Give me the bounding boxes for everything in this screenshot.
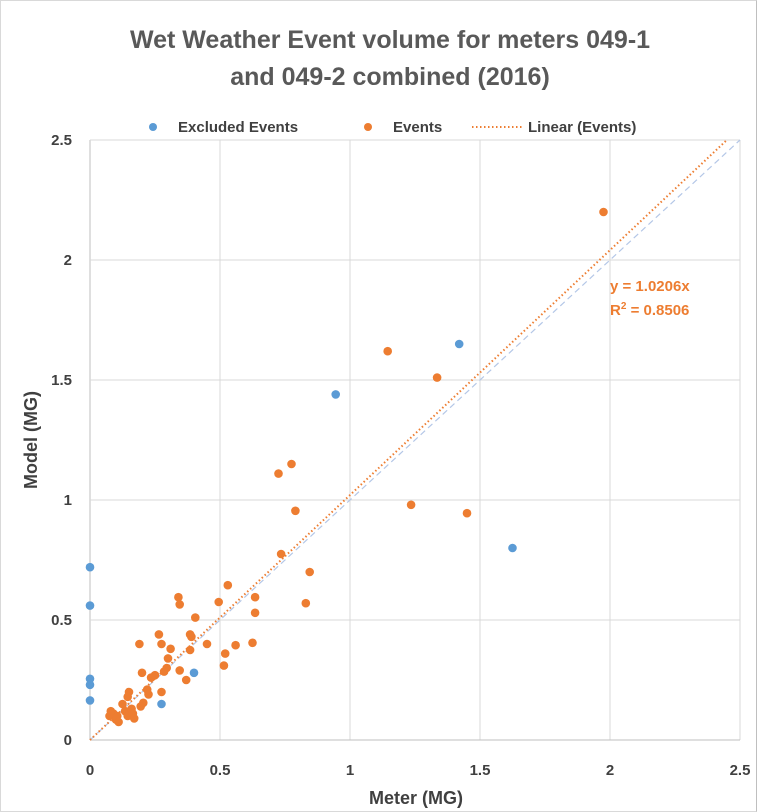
- event-point: [287, 459, 296, 469]
- x-tick-label: 1.5: [470, 762, 491, 779]
- event-point: [129, 714, 139, 723]
- gridlines: [89, 139, 741, 741]
- trendline-group: [89, 139, 728, 741]
- reference-line-group: [89, 139, 741, 741]
- event-point: [137, 668, 147, 678]
- event-point: [462, 508, 472, 518]
- event-point: [157, 687, 166, 697]
- event-point: [223, 580, 233, 590]
- chart-title-line-1: Wet Weather Event volume for meters 049-…: [130, 26, 650, 54]
- excluded-event-point: [85, 674, 95, 684]
- y-tick-label: 2: [64, 252, 72, 269]
- event-point: [187, 632, 196, 642]
- event-point: [135, 639, 144, 649]
- event-point: [276, 549, 286, 559]
- y-tick-label: 2.5: [51, 132, 72, 149]
- r2-value: = 0.8506: [626, 302, 689, 319]
- excluded-event-point: [85, 680, 95, 690]
- event-point: [231, 640, 240, 650]
- event-point: [157, 639, 166, 649]
- event-point: [106, 706, 116, 716]
- event-point: [154, 630, 164, 639]
- event-point: [250, 608, 260, 618]
- event-point: [214, 597, 223, 607]
- x-tick-label: 2: [606, 762, 614, 779]
- x-tick-label: 2.5: [730, 762, 751, 779]
- chart-title-line-2: and 049-2 combined (2016): [230, 63, 550, 91]
- x-tick-label: 0.5: [210, 762, 231, 779]
- event-point: [136, 702, 145, 711]
- event-point: [175, 666, 184, 675]
- data-points: [85, 207, 608, 727]
- legend-label-linear-events: Linear (Events): [528, 119, 636, 136]
- event-point: [144, 690, 153, 699]
- trendline-equation: y = 1.0206x: [610, 278, 690, 295]
- event-point: [174, 592, 183, 602]
- legend-label-excluded-events: Excluded Events: [178, 119, 298, 136]
- legend-marker-events: [364, 123, 372, 131]
- event-point: [166, 644, 175, 654]
- excluded-event-point: [189, 668, 199, 678]
- event-point: [181, 675, 191, 685]
- event-point: [406, 500, 416, 510]
- excluded-event-point: [85, 562, 95, 572]
- event-point: [159, 667, 169, 676]
- event-point: [118, 699, 127, 709]
- trendline-linear-events: [89, 139, 728, 741]
- x-tick-label: 0: [86, 762, 94, 779]
- event-point: [291, 506, 300, 516]
- event-point: [202, 639, 212, 649]
- event-point: [305, 567, 315, 577]
- y-axis-title: Model (MG): [21, 391, 41, 489]
- event-point: [114, 717, 123, 727]
- event-point: [250, 592, 260, 602]
- x-tick-label: 1: [346, 762, 354, 779]
- legend-marker-excluded-events: [149, 123, 157, 131]
- event-point: [220, 649, 230, 658]
- excluded-event-point: [157, 699, 166, 709]
- event-point: [248, 638, 257, 648]
- reference-line: [89, 139, 741, 741]
- y-tick-label: 1.5: [51, 372, 72, 389]
- legend-label-events: Events: [393, 119, 442, 136]
- y-tick-label: 1: [64, 492, 72, 509]
- event-point: [191, 613, 200, 622]
- excluded-event-point: [85, 696, 95, 705]
- r2-prefix: R: [610, 302, 621, 319]
- y-tick-label: 0.5: [51, 612, 72, 629]
- legend: Excluded Events Events Linear (Events): [149, 119, 636, 136]
- excluded-event-point: [508, 543, 517, 553]
- event-point: [301, 598, 311, 608]
- event-point: [163, 654, 173, 663]
- x-axis-title: Meter (MG): [369, 788, 463, 808]
- excluded-event-point: [331, 390, 341, 399]
- event-point: [383, 346, 393, 356]
- event-point: [123, 692, 132, 702]
- y-tick-label: 0: [64, 732, 72, 749]
- event-point: [599, 207, 608, 217]
- trendline-r-squared: R2 = 0.8506: [610, 301, 689, 319]
- r2-exponent: 2: [621, 301, 627, 312]
- event-point: [175, 600, 184, 609]
- tick-labels: 0 0.5 1 1.5 2 2.5 0 0.5 1 1.5 2 2.5: [51, 132, 750, 779]
- event-point: [274, 469, 283, 478]
- event-point: [185, 645, 195, 655]
- event-point: [432, 373, 442, 382]
- excluded-event-point: [85, 601, 95, 610]
- excluded-event-point: [454, 339, 464, 349]
- event-point: [219, 661, 229, 670]
- event-point: [150, 670, 160, 680]
